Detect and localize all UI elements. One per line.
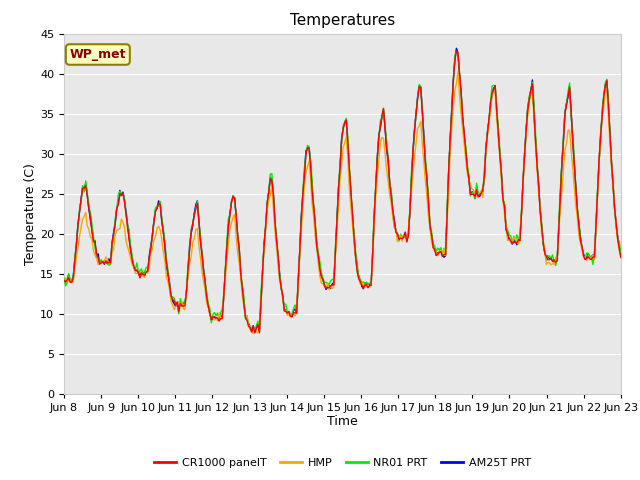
X-axis label: Time: Time [327,415,358,429]
Line: CR1000 panelT: CR1000 panelT [64,51,621,333]
AM25T PRT [129,255,136,261]
HMP [250,331,257,336]
AM25T PRT [452,46,460,51]
HMP [255,328,263,334]
AM25T PRT [60,278,68,284]
CR1000 panelT [251,330,259,336]
AM25T PRT [244,321,252,326]
HMP [226,227,234,232]
Line: AM25T PRT: AM25T PRT [64,48,621,333]
NR01 PRT [617,250,625,256]
NR01 PRT [244,323,252,328]
NR01 PRT [251,327,259,333]
NR01 PRT [255,326,263,332]
HMP [589,252,596,258]
Line: NR01 PRT: NR01 PRT [64,51,621,330]
CR1000 panelT [226,211,234,217]
NR01 PRT [129,253,136,259]
CR1000 panelT [617,254,625,260]
NR01 PRT [452,48,460,54]
HMP [305,158,313,164]
Y-axis label: Temperature (C): Temperature (C) [24,163,37,264]
HMP [129,262,136,268]
Title: Temperatures: Temperatures [290,13,395,28]
Line: HMP: HMP [64,72,621,334]
NR01 PRT [589,262,596,267]
CR1000 panelT [255,329,263,335]
CR1000 panelT [305,145,313,151]
NR01 PRT [305,144,313,150]
CR1000 panelT [129,258,136,264]
HMP [454,69,462,74]
AM25T PRT [226,211,234,217]
Legend: CR1000 panelT, HMP, NR01 PRT, AM25T PRT: CR1000 panelT, HMP, NR01 PRT, AM25T PRT [150,453,535,472]
HMP [244,323,252,328]
CR1000 panelT [589,254,596,260]
HMP [617,253,625,259]
AM25T PRT [305,144,313,150]
NR01 PRT [60,275,68,281]
Text: WP_met: WP_met [70,48,126,61]
CR1000 panelT [244,323,252,329]
HMP [60,277,68,283]
CR1000 panelT [60,277,68,283]
AM25T PRT [254,321,262,327]
AM25T PRT [589,252,596,258]
AM25T PRT [617,253,625,259]
AM25T PRT [255,330,263,336]
NR01 PRT [226,211,234,217]
CR1000 panelT [452,48,460,54]
